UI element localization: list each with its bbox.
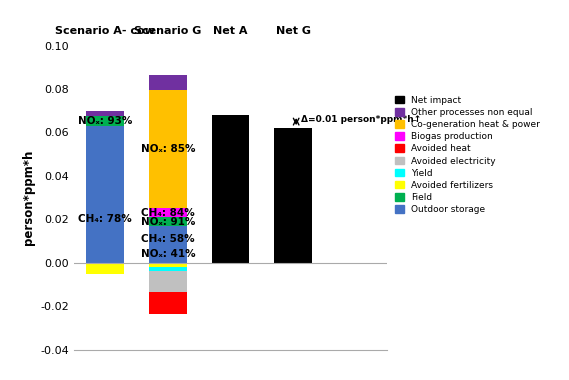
Y-axis label: person*ppm*h: person*ppm*h bbox=[22, 150, 35, 245]
Bar bbox=[86, 111, 124, 116]
Text: NOₓ: 41%: NOₓ: 41% bbox=[141, 249, 195, 259]
Legend: Net impact, Other processes non equal, Co-generation heat & power, Biogas produc: Net impact, Other processes non equal, C… bbox=[394, 96, 539, 214]
Text: Δ=0.01 person*ppm*h↑: Δ=0.01 person*ppm*h↑ bbox=[300, 115, 421, 124]
Text: NOₓ: 91%: NOₓ: 91% bbox=[141, 217, 195, 227]
Bar bbox=[149, 75, 187, 90]
Bar bbox=[149, 291, 187, 314]
Bar bbox=[86, 263, 124, 274]
Bar bbox=[274, 128, 312, 263]
Bar bbox=[149, 263, 187, 267]
Bar bbox=[149, 267, 187, 271]
Text: CH₄: 78%: CH₄: 78% bbox=[79, 214, 132, 224]
Bar bbox=[149, 271, 187, 291]
Text: CH₄: 58%: CH₄: 58% bbox=[141, 234, 195, 244]
Bar bbox=[149, 90, 187, 209]
Text: CH₄: 84%: CH₄: 84% bbox=[141, 208, 195, 218]
Bar bbox=[149, 217, 187, 226]
Text: NOₓ: 93%: NOₓ: 93% bbox=[78, 116, 133, 126]
Bar bbox=[212, 115, 249, 263]
Text: NOₓ: 85%: NOₓ: 85% bbox=[141, 144, 195, 154]
Bar bbox=[149, 209, 187, 217]
Bar bbox=[86, 126, 124, 263]
Bar bbox=[86, 116, 124, 126]
Bar bbox=[149, 226, 187, 263]
